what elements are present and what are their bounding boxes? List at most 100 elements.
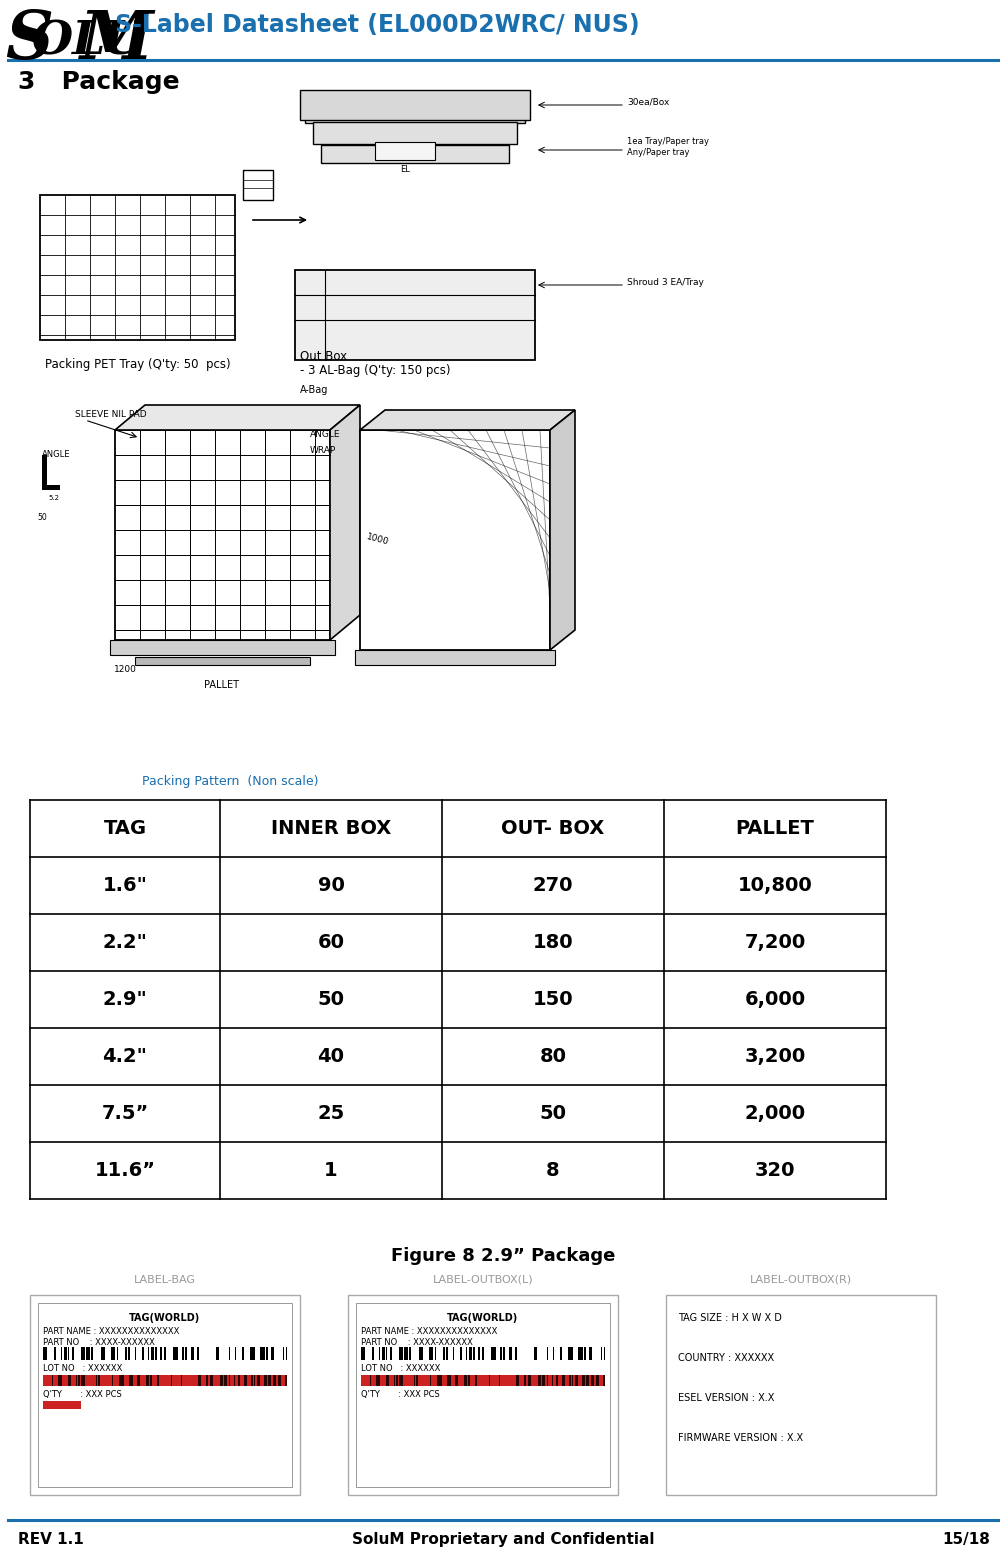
Bar [422,1348,424,1360]
Bar [64,1348,67,1360]
Bar [589,1348,591,1360]
Bar [220,1376,223,1387]
Text: Out Box: Out Box [300,351,347,363]
Bar [104,1348,106,1360]
Text: 2.2": 2.2" [103,933,148,952]
Text: Figure 8 2.9” Package: Figure 8 2.9” Package [390,1246,616,1265]
Text: 4.2": 4.2" [103,1047,148,1066]
Bar [568,1348,571,1360]
Bar [160,1348,162,1360]
Bar [538,1376,541,1387]
Bar [238,1376,240,1387]
Text: TAG: TAG [104,820,147,838]
Text: EL: EL [400,165,409,173]
Bar [150,1376,152,1387]
Text: S-Label Datasheet (EL000D2WRC/ NUS): S-Label Datasheet (EL000D2WRC/ NUS) [115,12,640,37]
Text: OLU: OLU [32,19,145,64]
Bar [582,1376,585,1387]
Bar [578,1348,581,1360]
Bar [122,1376,125,1387]
Text: Q'TY       : XXX PCS: Q'TY : XXX PCS [43,1390,122,1399]
Bar [43,1401,81,1408]
Bar [83,1348,86,1360]
Bar [313,122,517,143]
Bar [224,1376,227,1387]
Bar [38,1302,292,1486]
Bar [191,1348,194,1360]
Text: M: M [80,8,154,73]
Bar [584,1348,586,1360]
Bar [386,1376,389,1387]
Bar [264,1348,266,1360]
Text: LOT NO   : XXXXXX: LOT NO : XXXXXX [43,1363,123,1373]
Bar [135,657,310,665]
Bar [155,1348,157,1360]
Bar [376,1376,379,1387]
Bar [257,1376,260,1387]
Bar [478,1348,480,1360]
Bar [58,1376,61,1387]
Text: 15/18: 15/18 [943,1532,990,1547]
Bar [43,1376,287,1387]
Bar [455,1376,458,1387]
Text: 30ea/Box: 30ea/Box [627,98,669,106]
Bar [446,1348,448,1360]
Bar [115,430,330,640]
Bar [265,1376,268,1387]
Text: - 3 AL-Bag (Q'ty: 150 pcs): - 3 AL-Bag (Q'ty: 150 pcs) [300,365,451,377]
Bar [42,455,47,491]
Bar [400,1376,403,1387]
Bar [591,1376,594,1387]
Text: 1: 1 [324,1161,338,1179]
Bar [586,1376,589,1387]
Bar [54,1348,56,1360]
Text: COUNTRY : XXXXXX: COUNTRY : XXXXXX [678,1352,775,1363]
Bar [152,1348,155,1360]
Bar [556,1376,558,1387]
Text: 3,200: 3,200 [744,1047,806,1066]
Bar [300,90,530,120]
Bar [524,1376,526,1387]
Bar [401,1348,403,1360]
Bar [40,195,235,340]
Text: 7.5”: 7.5” [102,1105,149,1123]
Bar [197,1348,199,1360]
Text: 50: 50 [539,1105,566,1123]
Bar [569,1376,571,1387]
Text: TAG(WORLD): TAG(WORLD) [130,1313,200,1323]
Bar [252,1376,254,1387]
Text: 10,800: 10,800 [737,876,813,894]
Text: A-Bag: A-Bag [300,385,328,396]
Text: PART NAME : XXXXXXXXXXXXXX: PART NAME : XXXXXXXXXXXXXX [43,1327,179,1337]
Bar [409,1348,411,1360]
Bar [494,1348,497,1360]
Text: ANGLE: ANGLE [42,450,70,460]
Text: INNER BOX: INNER BOX [271,820,391,838]
Bar [516,1376,519,1387]
Bar [72,1348,74,1360]
Text: 1ea Tray/Paper tray
Any/Paper tray: 1ea Tray/Paper tray Any/Paper tray [627,137,709,157]
Bar [666,1295,936,1496]
Bar [460,1348,462,1360]
Bar [295,270,535,360]
Bar [509,1348,512,1360]
Text: LABEL-OUTBOX(L): LABEL-OUTBOX(L) [433,1274,533,1285]
Bar [528,1376,531,1387]
Bar [81,1348,83,1360]
Bar [372,1348,374,1360]
Bar [476,1376,478,1387]
Text: WRAP: WRAP [310,446,336,455]
Bar [361,1376,605,1387]
Text: ANGLE: ANGLE [310,430,340,439]
Bar [210,1376,213,1387]
Bar [131,1376,134,1387]
Bar [216,1348,219,1360]
Bar [449,1376,452,1387]
Bar [250,1348,253,1360]
Text: TAG SIZE : H X W X D: TAG SIZE : H X W X D [678,1313,782,1323]
Bar [382,1348,385,1360]
Text: 11.6”: 11.6” [95,1161,156,1179]
Text: ESEL VERSION : X.X: ESEL VERSION : X.X [678,1393,775,1404]
Bar [437,1376,439,1387]
Polygon shape [550,410,575,650]
